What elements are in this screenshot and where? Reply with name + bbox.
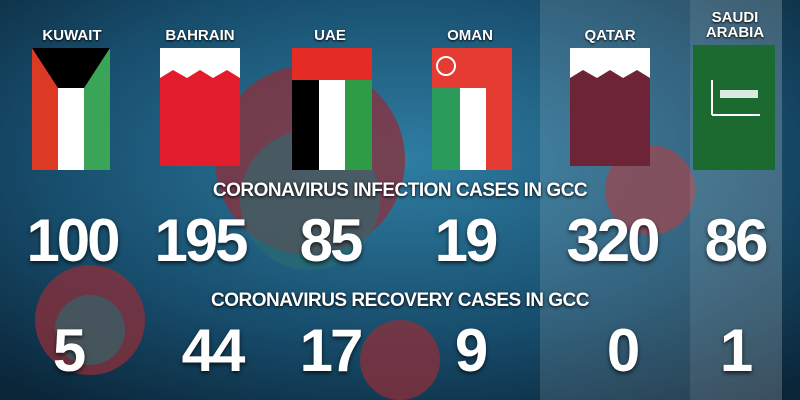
country-name: UAE <box>314 27 346 44</box>
infection-count: 19 <box>434 207 499 274</box>
recovery-count: 1 <box>719 317 753 384</box>
infection-count: 320 <box>566 207 660 274</box>
infection-count: 85 <box>299 207 364 274</box>
infection-count: 86 <box>704 207 769 274</box>
infection-heading: CORONAVIRUS INFECTION CASES IN GCC <box>212 180 588 201</box>
recovery-count: 9 <box>454 317 488 384</box>
country-name: SAUDI ARABIA <box>705 9 765 41</box>
country-name: OMAN <box>447 27 493 44</box>
country-name: QATAR <box>584 27 636 44</box>
recovery-count: 17 <box>299 317 364 384</box>
infection-count: 100 <box>26 207 120 274</box>
country-name: BAHRAIN <box>165 27 235 44</box>
recovery-count: 44 <box>181 317 246 384</box>
recovery-count: 5 <box>52 317 86 384</box>
recovery-heading: CORONAVIRUS RECOVERY CASES IN GCC <box>211 290 589 311</box>
country-name: KUWAIT <box>42 27 102 44</box>
recovery-count: 0 <box>606 317 640 384</box>
infection-count: 195 <box>154 207 248 274</box>
